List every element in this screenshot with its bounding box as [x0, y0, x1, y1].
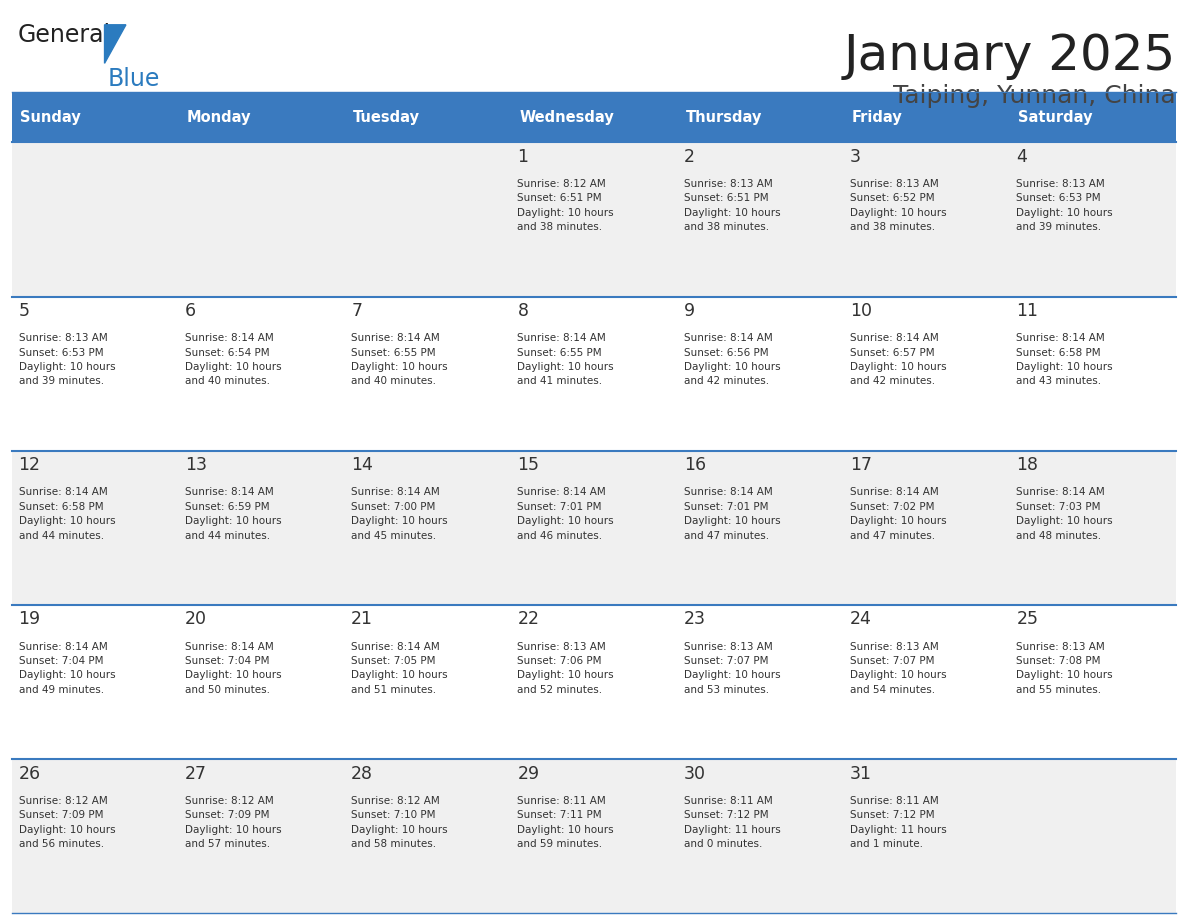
Text: 7: 7 — [352, 302, 362, 320]
Text: 15: 15 — [518, 456, 539, 475]
Text: Sunrise: 8:14 AM
Sunset: 7:02 PM
Daylight: 10 hours
and 47 minutes.: Sunrise: 8:14 AM Sunset: 7:02 PM Dayligh… — [851, 487, 947, 541]
Bar — [12, 142, 1176, 297]
Text: Sunrise: 8:14 AM
Sunset: 6:55 PM
Daylight: 10 hours
and 41 minutes.: Sunrise: 8:14 AM Sunset: 6:55 PM Dayligh… — [518, 333, 614, 386]
Text: 3: 3 — [851, 148, 861, 166]
Text: 4: 4 — [1017, 148, 1028, 166]
Text: Sunrise: 8:14 AM
Sunset: 7:05 PM
Daylight: 10 hours
and 51 minutes.: Sunrise: 8:14 AM Sunset: 7:05 PM Dayligh… — [352, 642, 448, 695]
Text: Sunrise: 8:14 AM
Sunset: 6:59 PM
Daylight: 10 hours
and 44 minutes.: Sunrise: 8:14 AM Sunset: 6:59 PM Dayligh… — [185, 487, 282, 541]
Text: 1: 1 — [518, 148, 529, 166]
Text: 11: 11 — [1017, 302, 1038, 320]
Text: Sunrise: 8:14 AM
Sunset: 7:00 PM
Daylight: 10 hours
and 45 minutes.: Sunrise: 8:14 AM Sunset: 7:00 PM Dayligh… — [352, 487, 448, 541]
Text: 24: 24 — [851, 610, 872, 629]
Text: Sunrise: 8:14 AM
Sunset: 6:58 PM
Daylight: 10 hours
and 43 minutes.: Sunrise: 8:14 AM Sunset: 6:58 PM Dayligh… — [1017, 333, 1113, 386]
Text: 6: 6 — [185, 302, 196, 320]
Text: 18: 18 — [1017, 456, 1038, 475]
Bar — [511, 92, 677, 142]
Text: 12: 12 — [19, 456, 40, 475]
Text: Sunrise: 8:13 AM
Sunset: 7:08 PM
Daylight: 10 hours
and 55 minutes.: Sunrise: 8:13 AM Sunset: 7:08 PM Dayligh… — [1017, 642, 1113, 695]
Text: Sunrise: 8:12 AM
Sunset: 7:09 PM
Daylight: 10 hours
and 56 minutes.: Sunrise: 8:12 AM Sunset: 7:09 PM Dayligh… — [19, 796, 115, 849]
Text: 25: 25 — [1017, 610, 1038, 629]
Text: Sunrise: 8:12 AM
Sunset: 7:10 PM
Daylight: 10 hours
and 58 minutes.: Sunrise: 8:12 AM Sunset: 7:10 PM Dayligh… — [352, 796, 448, 849]
Bar — [677, 92, 843, 142]
Text: Sunrise: 8:14 AM
Sunset: 6:55 PM
Daylight: 10 hours
and 40 minutes.: Sunrise: 8:14 AM Sunset: 6:55 PM Dayligh… — [352, 333, 448, 386]
Text: Sunrise: 8:13 AM
Sunset: 6:51 PM
Daylight: 10 hours
and 38 minutes.: Sunrise: 8:13 AM Sunset: 6:51 PM Dayligh… — [684, 179, 781, 232]
Text: 17: 17 — [851, 456, 872, 475]
Text: Sunrise: 8:14 AM
Sunset: 7:04 PM
Daylight: 10 hours
and 49 minutes.: Sunrise: 8:14 AM Sunset: 7:04 PM Dayligh… — [19, 642, 115, 695]
Text: 8: 8 — [518, 302, 529, 320]
Text: Sunrise: 8:12 AM
Sunset: 6:51 PM
Daylight: 10 hours
and 38 minutes.: Sunrise: 8:12 AM Sunset: 6:51 PM Dayligh… — [518, 179, 614, 232]
Bar — [178, 92, 345, 142]
Text: 26: 26 — [19, 765, 40, 783]
Text: Sunrise: 8:13 AM
Sunset: 7:07 PM
Daylight: 10 hours
and 53 minutes.: Sunrise: 8:13 AM Sunset: 7:07 PM Dayligh… — [684, 642, 781, 695]
Text: 16: 16 — [684, 456, 706, 475]
Text: Sunrise: 8:14 AM
Sunset: 7:03 PM
Daylight: 10 hours
and 48 minutes.: Sunrise: 8:14 AM Sunset: 7:03 PM Dayligh… — [1017, 487, 1113, 541]
Text: 2: 2 — [684, 148, 695, 166]
Text: 27: 27 — [185, 765, 207, 783]
Text: 31: 31 — [851, 765, 872, 783]
Text: 28: 28 — [352, 765, 373, 783]
Bar — [12, 297, 1176, 451]
Text: Sunrise: 8:11 AM
Sunset: 7:12 PM
Daylight: 11 hours
and 1 minute.: Sunrise: 8:11 AM Sunset: 7:12 PM Dayligh… — [851, 796, 947, 849]
Text: Sunrise: 8:13 AM
Sunset: 7:07 PM
Daylight: 10 hours
and 54 minutes.: Sunrise: 8:13 AM Sunset: 7:07 PM Dayligh… — [851, 642, 947, 695]
Bar — [345, 92, 511, 142]
Text: Blue: Blue — [108, 67, 160, 91]
Text: 21: 21 — [352, 610, 373, 629]
Text: Monday: Monday — [187, 109, 251, 125]
Text: Thursday: Thursday — [685, 109, 762, 125]
Text: General: General — [18, 23, 110, 47]
Text: Sunrise: 8:11 AM
Sunset: 7:11 PM
Daylight: 10 hours
and 59 minutes.: Sunrise: 8:11 AM Sunset: 7:11 PM Dayligh… — [518, 796, 614, 849]
Text: Tuesday: Tuesday — [353, 109, 419, 125]
Text: 20: 20 — [185, 610, 207, 629]
Bar — [12, 451, 1176, 605]
Text: Sunrise: 8:13 AM
Sunset: 6:52 PM
Daylight: 10 hours
and 38 minutes.: Sunrise: 8:13 AM Sunset: 6:52 PM Dayligh… — [851, 179, 947, 232]
Text: Sunrise: 8:14 AM
Sunset: 6:57 PM
Daylight: 10 hours
and 42 minutes.: Sunrise: 8:14 AM Sunset: 6:57 PM Dayligh… — [851, 333, 947, 386]
Text: 5: 5 — [19, 302, 30, 320]
Text: 29: 29 — [518, 765, 539, 783]
Text: Sunrise: 8:14 AM
Sunset: 6:54 PM
Daylight: 10 hours
and 40 minutes.: Sunrise: 8:14 AM Sunset: 6:54 PM Dayligh… — [185, 333, 282, 386]
Bar — [12, 759, 1176, 913]
Text: 9: 9 — [684, 302, 695, 320]
Text: 10: 10 — [851, 302, 872, 320]
Text: Saturday: Saturday — [1018, 109, 1093, 125]
Text: Sunrise: 8:13 AM
Sunset: 6:53 PM
Daylight: 10 hours
and 39 minutes.: Sunrise: 8:13 AM Sunset: 6:53 PM Dayligh… — [19, 333, 115, 386]
Text: Sunrise: 8:11 AM
Sunset: 7:12 PM
Daylight: 11 hours
and 0 minutes.: Sunrise: 8:11 AM Sunset: 7:12 PM Dayligh… — [684, 796, 781, 849]
Text: 23: 23 — [684, 610, 706, 629]
Text: Sunday: Sunday — [20, 109, 81, 125]
Text: Wednesday: Wednesday — [519, 109, 614, 125]
Bar — [12, 92, 178, 142]
Bar — [12, 605, 1176, 759]
Text: Sunrise: 8:12 AM
Sunset: 7:09 PM
Daylight: 10 hours
and 57 minutes.: Sunrise: 8:12 AM Sunset: 7:09 PM Dayligh… — [185, 796, 282, 849]
Text: Sunrise: 8:13 AM
Sunset: 7:06 PM
Daylight: 10 hours
and 52 minutes.: Sunrise: 8:13 AM Sunset: 7:06 PM Dayligh… — [518, 642, 614, 695]
Text: 19: 19 — [19, 610, 40, 629]
Text: 13: 13 — [185, 456, 207, 475]
Polygon shape — [105, 25, 126, 63]
Text: 22: 22 — [518, 610, 539, 629]
Bar — [843, 92, 1010, 142]
Bar — [1010, 92, 1176, 142]
Text: Sunrise: 8:14 AM
Sunset: 6:56 PM
Daylight: 10 hours
and 42 minutes.: Sunrise: 8:14 AM Sunset: 6:56 PM Dayligh… — [684, 333, 781, 386]
Text: 14: 14 — [352, 456, 373, 475]
Text: January 2025: January 2025 — [843, 32, 1176, 80]
Text: Sunrise: 8:13 AM
Sunset: 6:53 PM
Daylight: 10 hours
and 39 minutes.: Sunrise: 8:13 AM Sunset: 6:53 PM Dayligh… — [1017, 179, 1113, 232]
Text: Sunrise: 8:14 AM
Sunset: 7:01 PM
Daylight: 10 hours
and 46 minutes.: Sunrise: 8:14 AM Sunset: 7:01 PM Dayligh… — [518, 487, 614, 541]
Text: 30: 30 — [684, 765, 706, 783]
Text: Taiping, Yunnan, China: Taiping, Yunnan, China — [893, 84, 1176, 108]
Text: Friday: Friday — [852, 109, 903, 125]
Text: Sunrise: 8:14 AM
Sunset: 6:58 PM
Daylight: 10 hours
and 44 minutes.: Sunrise: 8:14 AM Sunset: 6:58 PM Dayligh… — [19, 487, 115, 541]
Text: Sunrise: 8:14 AM
Sunset: 7:01 PM
Daylight: 10 hours
and 47 minutes.: Sunrise: 8:14 AM Sunset: 7:01 PM Dayligh… — [684, 487, 781, 541]
Text: Sunrise: 8:14 AM
Sunset: 7:04 PM
Daylight: 10 hours
and 50 minutes.: Sunrise: 8:14 AM Sunset: 7:04 PM Dayligh… — [185, 642, 282, 695]
